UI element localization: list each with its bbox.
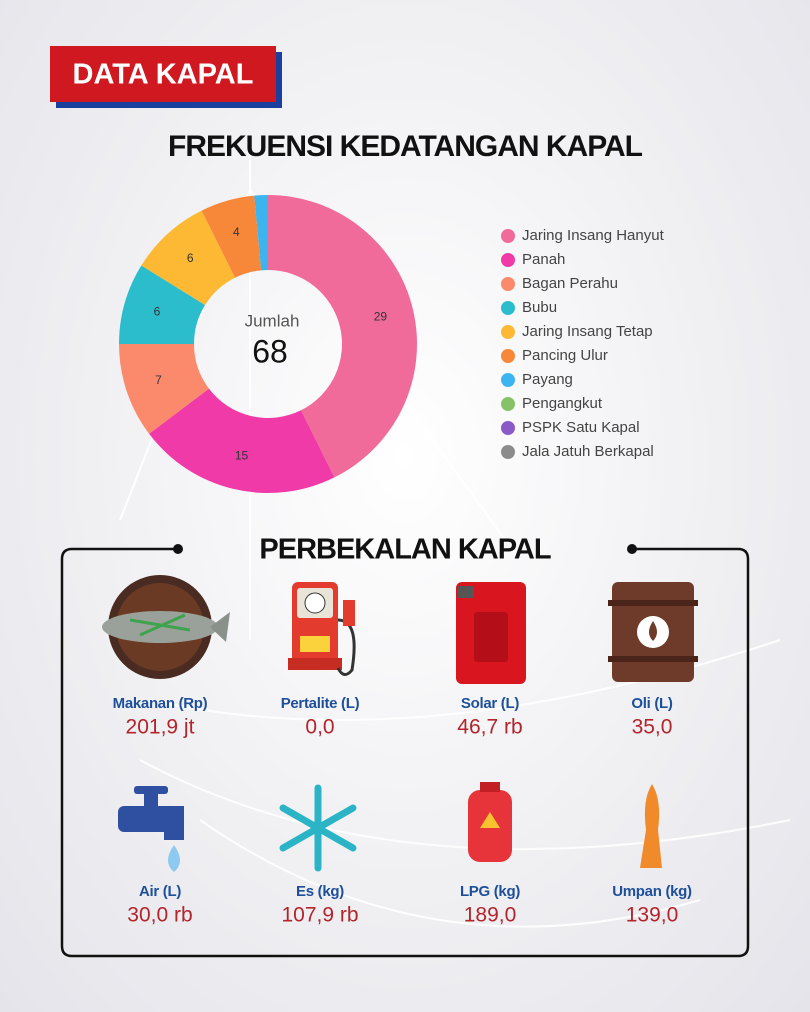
legend-swatch: [501, 397, 515, 411]
slice: [119, 265, 206, 344]
supply-value: 201,9 jt: [126, 716, 195, 739]
slice: [268, 195, 417, 478]
supply-label: Es (kg): [296, 883, 344, 900]
donut: 29 15 7 6 6 4: [119, 195, 417, 493]
chart-title: FREKUENSI KEDATANGAN KAPAL: [168, 130, 643, 163]
legend-label: Pengangkut: [522, 395, 603, 412]
legend-label: PSPK Satu Kapal: [522, 419, 640, 436]
legend-label: Bagan Perahu: [522, 275, 618, 292]
supply-label: Solar (L): [461, 695, 519, 712]
supply-label: Oli (L): [631, 695, 673, 712]
supply-value: 0,0: [305, 716, 334, 739]
legend-label: Jala Jatuh Berkapal: [522, 443, 654, 460]
supplies: Makanan (Rp) 201,9 jt Pertalite (L) 0,0 Sola…: [113, 695, 693, 927]
legend-swatch: [501, 253, 515, 267]
legend-swatch: [501, 325, 515, 339]
data-label: 4: [233, 225, 240, 239]
oil-drum-icon: [608, 582, 698, 682]
slice: [254, 195, 268, 271]
frame-dot: [173, 544, 183, 554]
supply-value: 139,0: [626, 904, 679, 927]
center-value: 68: [252, 333, 288, 369]
food-icon: [102, 575, 230, 679]
supply-value: 189,0: [464, 904, 517, 927]
supply-label: Makanan (Rp): [113, 695, 208, 712]
legend-label: Panah: [522, 251, 565, 268]
supply-label: Pertalite (L): [281, 695, 360, 712]
slice: [119, 344, 209, 434]
jerrycan-icon: [456, 582, 526, 684]
frame-dot: [627, 544, 637, 554]
fuel-icon: [288, 582, 356, 676]
center-label: Jumlah: [245, 311, 300, 330]
legend-label: Pancing Ulur: [522, 347, 608, 364]
legend-swatch: [501, 349, 515, 363]
badge-text: DATA KAPAL: [73, 59, 254, 91]
legend-label: Bubu: [522, 299, 557, 316]
tap-icon: [118, 786, 184, 872]
badge: [50, 46, 276, 102]
data-label: 6: [187, 251, 194, 265]
legend-swatch: [501, 421, 515, 435]
legend-label: Jaring Insang Hanyut: [522, 227, 665, 244]
slice: [149, 388, 335, 493]
supply-value: 107,9 rb: [281, 904, 358, 927]
data-label: 29: [374, 310, 388, 324]
data-label: 7: [155, 373, 162, 387]
frame: [60, 547, 750, 958]
gas-icon: [468, 782, 512, 862]
data-label: 6: [154, 305, 161, 319]
slice: [141, 210, 236, 306]
legend-swatch: [501, 445, 515, 459]
legend-label: Jaring Insang Tetap: [522, 323, 653, 340]
legend-swatch: [501, 301, 515, 315]
legend-label: Payang: [522, 371, 573, 388]
supply-value: 35,0: [632, 716, 673, 739]
slice: [201, 195, 262, 278]
legend: Jaring Insang Hanyut Panah Bagan Perahu Bub…: [501, 227, 665, 460]
legend-swatch: [501, 277, 515, 291]
bait-icon: [640, 784, 662, 868]
snowflake-icon: [279, 784, 357, 872]
supply-value: 30,0 rb: [127, 904, 192, 927]
supply-value: 46,7 rb: [457, 716, 522, 739]
supply-label: Air (L): [139, 883, 181, 900]
section-title: PERBEKALAN KAPAL: [259, 534, 550, 566]
supply-label: Umpan (kg): [612, 883, 692, 900]
supply-label: LPG (kg): [460, 883, 520, 900]
legend-swatch: [501, 373, 515, 387]
data-label: 15: [235, 449, 249, 463]
legend-swatch: [501, 229, 515, 243]
